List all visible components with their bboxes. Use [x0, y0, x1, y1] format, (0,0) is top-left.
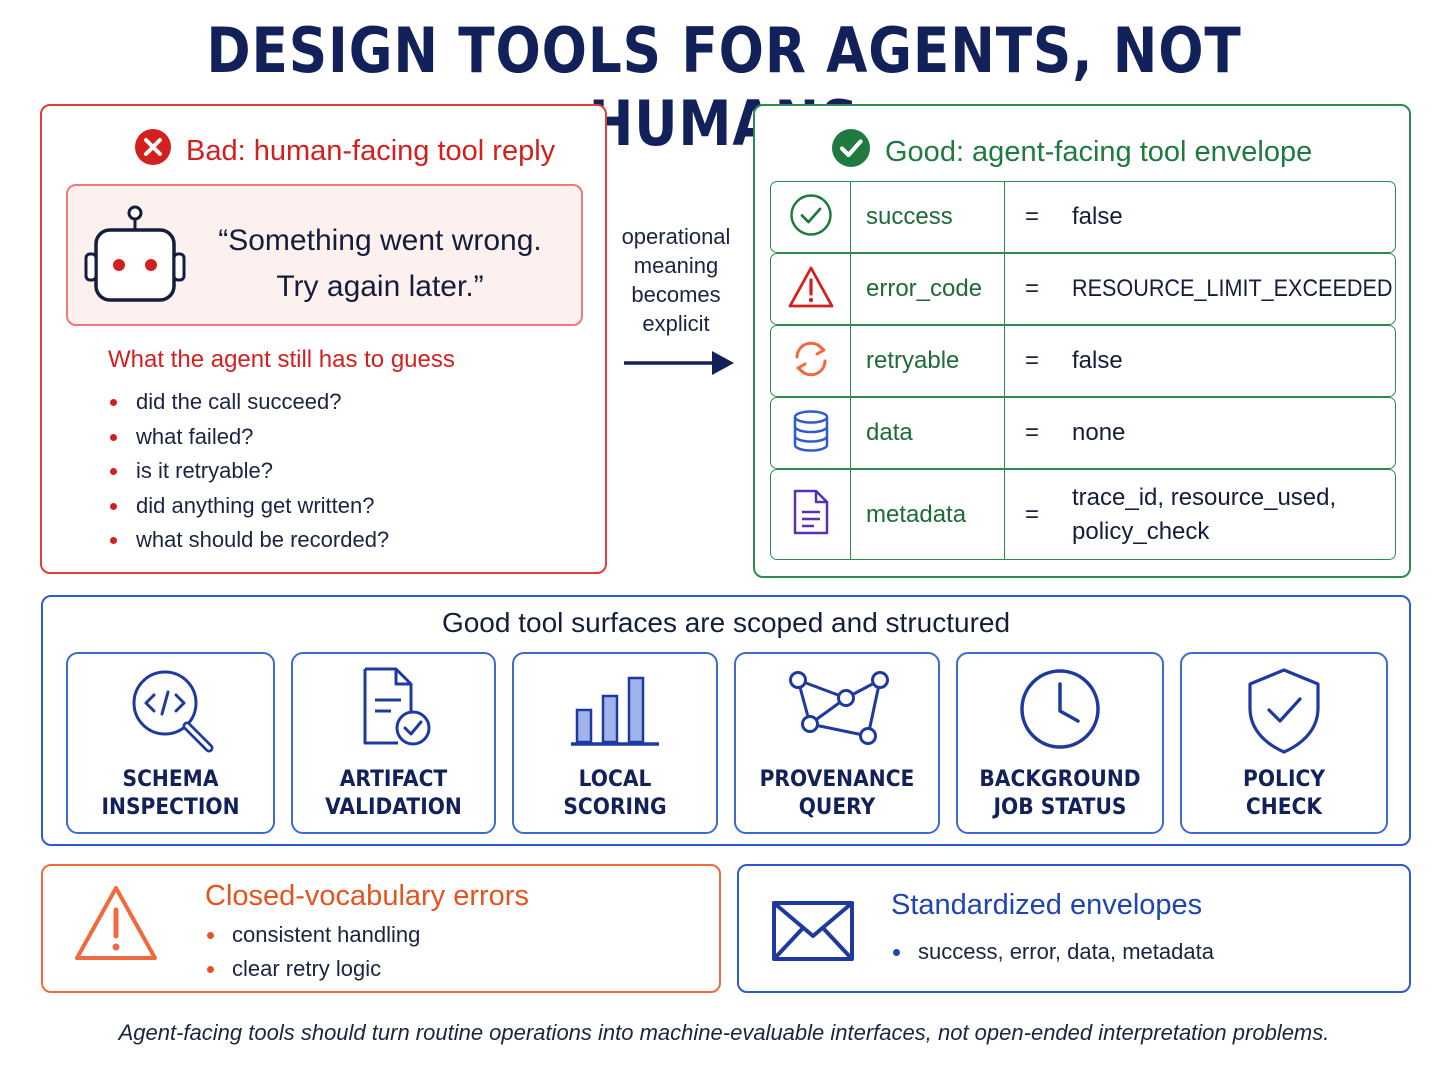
envelope-key: data — [851, 398, 1005, 468]
envelope-row-error-code: error_code = RESOURCE_LIMIT_EXCEEDED — [770, 253, 1396, 325]
surface-label: PROVENANCE QUERY — [744, 766, 930, 822]
bad-panel-header: Bad: human-facing tool reply — [134, 128, 555, 174]
shield-check-icon — [1244, 666, 1324, 761]
retry-icon — [789, 337, 833, 386]
surface-card-provenance-query: PROVENANCE QUERY — [734, 652, 940, 834]
envelope-row-success: success = false — [770, 181, 1396, 253]
error-message-bubble: “Something went wrong. Try again later.” — [66, 184, 583, 326]
metadata-value-line: policy_check — [1072, 517, 1210, 545]
closed-vocabulary-heading: Closed-vocabulary errors — [205, 880, 529, 912]
good-panel-header: Good: agent-facing tool envelope — [831, 128, 1312, 176]
database-icon — [791, 409, 831, 458]
envelope-icon — [771, 900, 855, 967]
envelope-value: none — [1072, 419, 1126, 446]
equals-sign: = — [1025, 203, 1040, 230]
good-panel-heading: Good: agent-facing tool envelope — [885, 135, 1313, 168]
surface-label-line: SCHEMA — [122, 767, 219, 792]
standardized-envelopes-panel: Standardized envelopes success, error, d… — [737, 864, 1411, 993]
surface-label-line: BACKGROUND — [979, 767, 1141, 792]
clock-icon — [1017, 666, 1103, 757]
closed-vocabulary-list: consistent handling clear retry logic — [205, 922, 420, 990]
guess-list: did the call succeed? what failed? is it… — [108, 389, 389, 562]
check-circle-icon — [789, 193, 833, 242]
surface-label-line: CHECK — [1245, 795, 1323, 820]
surface-label-line: POLICY — [1243, 767, 1325, 792]
error-quote-line: Try again later.” — [276, 270, 484, 303]
envelope-value: false — [1072, 347, 1123, 374]
code-search-icon — [121, 666, 221, 761]
graph-network-icon — [782, 666, 892, 755]
surface-card-local-scoring: LOCAL SCORING — [512, 652, 718, 834]
check-circle-icon — [831, 128, 871, 176]
robot-icon — [84, 204, 186, 313]
envelope-value: trace_id, resource_used, policy_check — [1072, 470, 1388, 559]
warning-icon — [73, 884, 159, 969]
bar-chart-icon — [567, 666, 663, 755]
list-item: what failed? — [108, 424, 389, 459]
standardized-envelopes-list: success, error, data, metadata — [891, 939, 1214, 965]
good-envelope-panel: Good: agent-facing tool envelope success… — [753, 104, 1411, 578]
document-icon — [792, 488, 830, 541]
surface-label: SCHEMA INSPECTION — [76, 766, 265, 822]
envelope-value: RESOURCE_LIMIT_EXCEEDED — [1072, 254, 1392, 324]
error-quote-line: “Something went wrong. — [218, 224, 542, 257]
arrow-label-line: meaning — [633, 253, 719, 278]
list-item: success, error, data, metadata — [891, 939, 1214, 965]
footer-caption: Agent-facing tools should turn routine o… — [118, 1020, 1330, 1045]
error-quote: “Something went wrong. Try again later.” — [194, 218, 566, 310]
envelope-key: metadata — [851, 470, 1005, 559]
surface-label: LOCAL SCORING — [522, 766, 708, 822]
tool-surfaces-panel: Good tool surfaces are scoped and struct… — [41, 595, 1411, 846]
surface-label: POLICY CHECK — [1190, 766, 1378, 822]
tool-surfaces-heading: Good tool surfaces are scoped and struct… — [441, 607, 1011, 638]
bad-reply-panel: Bad: human-facing tool reply “Something … — [40, 104, 607, 574]
arrow-label-line: explicit — [642, 311, 710, 336]
surface-card-background-job-status: BACKGROUND JOB STATUS — [956, 652, 1164, 834]
surface-label-line: JOB STATUS — [993, 795, 1127, 820]
equals-sign: = — [1025, 347, 1040, 374]
standardized-envelopes-heading: Standardized envelopes — [891, 889, 1203, 921]
equals-sign: = — [1025, 500, 1040, 528]
envelope-row-metadata: metadata = trace_id, resource_used, poli… — [770, 469, 1396, 560]
surface-label: ARTIFACT VALIDATION — [301, 766, 486, 822]
arrow-label-line: operational — [621, 224, 731, 249]
list-item: what should be recorded? — [108, 527, 389, 562]
equals-sign: = — [1025, 275, 1040, 302]
surface-label-line: INSPECTION — [101, 795, 240, 820]
envelope-row-retryable: retryable = false — [770, 325, 1396, 397]
list-item: did the call succeed? — [108, 389, 389, 424]
surface-card-artifact-validation: ARTIFACT VALIDATION — [291, 652, 496, 834]
surface-label-line: LOCAL — [578, 767, 652, 792]
surface-label-line: QUERY — [798, 795, 876, 820]
surface-label-line: ARTIFACT — [339, 767, 448, 792]
surface-label-line: PROVENANCE — [759, 767, 915, 792]
surface-card-schema-inspection: SCHEMA INSPECTION — [66, 652, 275, 834]
right-arrow-icon — [622, 348, 738, 383]
error-code-value: RESOURCE_LIMIT_EXCEEDED — [1072, 275, 1393, 302]
document-check-icon — [351, 666, 437, 755]
list-item: clear retry logic — [205, 956, 420, 990]
envelope-key: retryable — [851, 326, 1005, 396]
envelope-value: false — [1072, 203, 1123, 230]
surface-label: BACKGROUND JOB STATUS — [966, 766, 1154, 822]
error-x-icon — [134, 128, 172, 174]
envelope-key: success — [851, 182, 1005, 252]
list-item: is it retryable? — [108, 458, 389, 493]
surface-label-line: VALIDATION — [325, 795, 462, 820]
envelope-row-data: data = none — [770, 397, 1396, 469]
envelope-key: error_code — [851, 254, 1005, 324]
arrow-label-line: becomes — [631, 282, 721, 307]
metadata-value-line: trace_id, resource_used, — [1072, 483, 1337, 511]
surface-card-policy-check: POLICY CHECK — [1180, 652, 1388, 834]
arrow-label: operational meaning becomes explicit — [610, 222, 742, 338]
closed-vocabulary-panel: Closed-vocabulary errors consistent hand… — [41, 864, 721, 993]
equals-sign: = — [1025, 419, 1040, 446]
guess-heading: What the agent still has to guess — [108, 346, 455, 373]
list-item: consistent handling — [205, 922, 420, 956]
warning-icon — [787, 265, 835, 314]
bad-panel-heading: Bad: human-facing tool reply — [186, 134, 556, 167]
surface-label-line: SCORING — [563, 795, 667, 820]
list-item: did anything get written? — [108, 493, 389, 528]
